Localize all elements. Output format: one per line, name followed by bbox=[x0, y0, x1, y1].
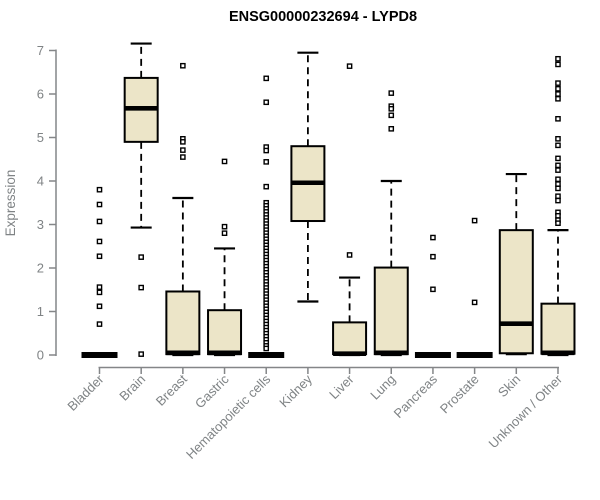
outlier-point bbox=[96, 321, 103, 327]
x-tick-label: Bladder bbox=[64, 371, 107, 414]
outlier-point bbox=[555, 155, 561, 162]
y-tick-label: 7 bbox=[37, 43, 44, 58]
outlier-point bbox=[388, 105, 395, 112]
outlier-point bbox=[388, 90, 395, 96]
outlier-point bbox=[555, 185, 561, 192]
outlier-point bbox=[430, 253, 436, 260]
outlier-point bbox=[555, 91, 561, 97]
outlier-point bbox=[180, 147, 186, 153]
outlier-point bbox=[221, 223, 228, 230]
x-tick-label: Pancreas bbox=[391, 371, 441, 421]
outlier-point bbox=[555, 136, 561, 142]
box-iqr bbox=[165, 290, 201, 356]
y-tick-label: 2 bbox=[37, 261, 44, 276]
outlier-point bbox=[555, 61, 561, 68]
outlier-point bbox=[263, 147, 270, 154]
outlier-point bbox=[180, 139, 186, 145]
outlier-point bbox=[555, 115, 561, 122]
outlier-point bbox=[555, 193, 561, 200]
outlier-point bbox=[96, 201, 103, 208]
outlier-point bbox=[555, 176, 561, 183]
outlier-point bbox=[555, 162, 561, 169]
y-tick-label: 1 bbox=[37, 304, 44, 319]
y-axis-label: Expression bbox=[3, 170, 18, 237]
outlier-point bbox=[96, 186, 103, 193]
outlier-point bbox=[388, 112, 395, 119]
outlier-point bbox=[555, 212, 561, 219]
outlier-point bbox=[96, 218, 103, 225]
x-tick-label: Unknown / Other bbox=[486, 371, 566, 451]
outlier-point bbox=[555, 181, 561, 187]
x-tick-label: Lung bbox=[367, 372, 398, 403]
outlier-point bbox=[555, 167, 561, 173]
outlier-point bbox=[555, 197, 561, 204]
outlier-point bbox=[180, 154, 186, 160]
box-iqr bbox=[332, 321, 368, 356]
box-iqr bbox=[540, 302, 576, 355]
box-iqr bbox=[373, 266, 409, 356]
outlier-point bbox=[555, 142, 561, 149]
outlier-point bbox=[346, 63, 353, 69]
outlier-point bbox=[471, 217, 478, 224]
box-iqr bbox=[207, 309, 243, 356]
x-tick-label: Kidney bbox=[276, 371, 315, 410]
outlier-point bbox=[263, 75, 270, 82]
outlier-point bbox=[96, 238, 103, 245]
outlier-point bbox=[263, 99, 270, 106]
outlier-point bbox=[555, 80, 561, 86]
x-tick-label: Skin bbox=[495, 372, 523, 400]
outlier-point bbox=[263, 345, 270, 352]
outlier-point bbox=[430, 234, 436, 241]
outlier-point bbox=[346, 252, 353, 258]
y-tick-label: 0 bbox=[37, 348, 44, 363]
outlier-point bbox=[138, 284, 144, 291]
y-tick-label: 3 bbox=[37, 217, 44, 232]
outlier-point bbox=[96, 253, 103, 260]
x-tick-label: Gastric bbox=[192, 371, 232, 411]
outlier-point bbox=[555, 85, 561, 92]
x-tick-label: Brain bbox=[116, 372, 148, 404]
outlier-point bbox=[96, 303, 103, 310]
outlier-point bbox=[221, 158, 228, 165]
outlier-point bbox=[555, 95, 561, 102]
outlier-point bbox=[263, 183, 270, 190]
outlier-point bbox=[221, 230, 228, 237]
outlier-point bbox=[96, 289, 103, 296]
outlier-point bbox=[555, 220, 561, 226]
outlier-point bbox=[388, 125, 395, 132]
x-tick-label: Liver bbox=[326, 371, 357, 402]
outlier-point bbox=[471, 299, 478, 306]
x-tick-label: Prostate bbox=[437, 372, 482, 417]
outlier-point bbox=[180, 62, 186, 69]
outlier-point bbox=[96, 284, 103, 290]
outlier-point bbox=[138, 254, 144, 260]
outlier-point bbox=[263, 159, 270, 165]
box-iqr bbox=[498, 229, 534, 355]
outlier-point bbox=[555, 55, 561, 62]
outlier-point bbox=[138, 351, 144, 357]
y-tick-label: 5 bbox=[37, 130, 44, 145]
x-tick-label: Breast bbox=[153, 371, 190, 408]
y-tick-label: 6 bbox=[37, 87, 44, 102]
outlier-point bbox=[430, 286, 436, 293]
y-tick-label: 4 bbox=[37, 174, 44, 189]
chart-title: ENSG00000232694 - LYPD8 bbox=[229, 9, 417, 25]
